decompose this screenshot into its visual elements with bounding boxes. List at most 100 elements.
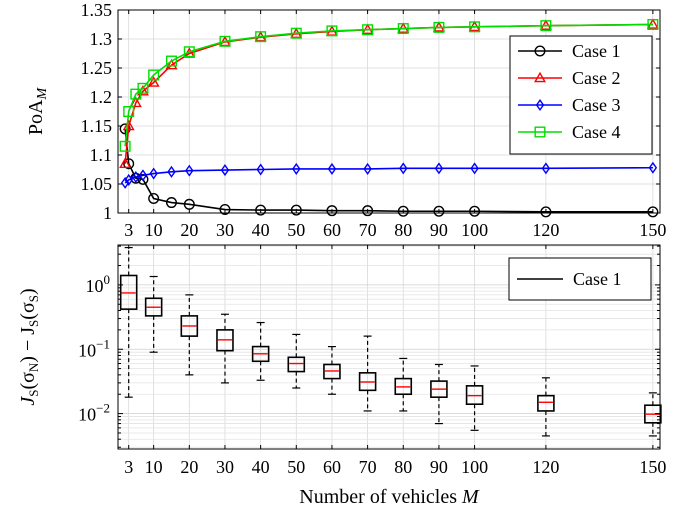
top-x-tick-label: 100: [461, 220, 488, 240]
bottom-x-tick-label: 70: [359, 457, 377, 477]
top-y-axis-ticks: 1 1.05 1.1 1.15 1.2 1.25 1.3 1.35: [81, 0, 660, 223]
top-y-tick-label: 1.15: [81, 116, 113, 136]
data-point-case-1: [397, 205, 409, 217]
ylabel-part-2: S: [26, 390, 41, 397]
data-point-case-3: [149, 167, 158, 180]
data-point-case-3: [256, 163, 265, 176]
ylabel-part-7: (σ: [17, 302, 39, 320]
top-x-tick-label: 90: [430, 220, 448, 240]
data-point-case-4: [290, 27, 302, 39]
x-axis-label-var: M: [461, 486, 480, 508]
top-y-tick-label: 1: [103, 203, 112, 223]
legend-label-case-2: Case 2: [572, 68, 621, 88]
top-y-tick-label: 1.2: [90, 87, 113, 107]
data-point-case-2: [122, 119, 135, 131]
legend-marker-case-2: [533, 71, 547, 83]
bottom-legend-label: Case 1: [573, 269, 622, 289]
legend-label-case-3: Case 3: [572, 95, 621, 115]
data-point-case-1: [647, 206, 659, 218]
data-point-case-3: [470, 162, 479, 175]
data-point-case-3: [185, 164, 194, 177]
box-body: [180, 315, 199, 337]
top-plot-frame: [117, 9, 661, 214]
data-point-case-3: [363, 162, 372, 175]
data-point-case-4: [397, 23, 409, 35]
ylabel-part-6: S: [26, 320, 41, 327]
top-x-tick-label: 20: [180, 220, 198, 240]
data-point-case-1: [326, 205, 338, 217]
data-point-case-1: [469, 205, 481, 217]
bottom-x-tick-label: 3: [124, 457, 133, 477]
box-body: [323, 363, 341, 380]
bottom-x-tick-label: 80: [394, 457, 412, 477]
legend-marker-case-4: [534, 126, 546, 138]
bottom-x-tick-label: 60: [323, 457, 341, 477]
legend-label-case-4: Case 4: [572, 122, 621, 142]
data-point-case-4: [326, 25, 338, 37]
data-point-case-4: [123, 105, 135, 117]
top-legend: Case 1 Case 2 Case 3 Case 4: [509, 35, 653, 155]
box-body: [216, 329, 234, 352]
data-point-case-4: [130, 88, 142, 100]
data-point-case-2: [147, 76, 160, 87]
data-point-case-3: [541, 162, 551, 175]
data-point-case-4: [647, 19, 659, 31]
data-point-case-1: [219, 204, 231, 216]
data-point-case-1: [290, 204, 302, 216]
top-x-tick-label: 30: [216, 220, 234, 240]
top-legend-box: [509, 35, 653, 155]
data-point-case-4: [255, 31, 267, 43]
top-y-tick-label: 1.1: [90, 145, 113, 165]
data-point-case-4: [362, 24, 374, 36]
data-point-case-1: [148, 192, 160, 204]
box-body: [287, 356, 306, 373]
box-body: [119, 274, 138, 310]
bottom-y-tick-label: 100: [86, 272, 111, 296]
bottom-boxplots: [119, 246, 662, 437]
top-y-axis-label-sub: M: [35, 87, 50, 101]
box-body: [537, 394, 555, 412]
top-y-tick-label: 1.35: [81, 0, 113, 20]
data-point-case-4: [183, 46, 195, 58]
top-y-tick-label: 1.05: [81, 174, 113, 194]
data-point-case-3: [648, 161, 658, 174]
box-body: [644, 404, 662, 424]
data-point-case-3: [399, 162, 408, 175]
legend-label-case-1: Case 1: [572, 41, 621, 61]
top-x-tick-label: 80: [394, 220, 412, 240]
top-x-tick-label: 150: [639, 220, 666, 240]
data-point-case-4: [165, 55, 177, 67]
data-point-case-2: [165, 58, 178, 70]
top-x-tick-label: 10: [145, 220, 163, 240]
data-point-case-1: [123, 158, 135, 170]
bottom-x-axis-ticks: 3 10 20 30 40 50 60 70 80 90 100 120 150: [124, 245, 666, 477]
data-point-case-3: [327, 162, 337, 175]
bottom-x-tick-label: 120: [532, 457, 559, 477]
data-point-case-1: [165, 197, 177, 209]
ylabel-part-5: ) − J: [17, 327, 39, 363]
top-x-tick-label: 3: [124, 220, 133, 240]
bottom-y-tick-label-base: 10: [86, 276, 104, 296]
bottom-legend: Case 1: [508, 257, 652, 301]
data-point-case-4: [219, 35, 231, 47]
data-point-case-2: [119, 157, 132, 169]
series-line-case-3: [124, 166, 653, 184]
box-body: [465, 385, 484, 406]
data-point-case-1: [433, 205, 445, 217]
ylabel-part-1: J: [17, 396, 39, 406]
data-point-case-1: [540, 206, 552, 218]
box-body: [394, 377, 413, 396]
data-point-case-4: [148, 69, 160, 81]
ylabel-part-8: S: [26, 295, 41, 302]
data-point-case-3: [220, 164, 230, 177]
bottom-y-tick-label-exp: −1: [96, 336, 110, 351]
bottom-x-axis-label: Number of vehicles M: [299, 486, 480, 508]
bottom-y-tick-label-exp: 0: [104, 272, 111, 287]
ylabel-part-4: N: [26, 362, 41, 372]
bottom-x-tick-label: 150: [639, 457, 666, 477]
top-x-tick-label: 50: [287, 220, 305, 240]
box-body: [358, 372, 377, 392]
data-point-case-3: [124, 173, 133, 186]
top-y-axis-label: PoAM: [25, 87, 50, 136]
